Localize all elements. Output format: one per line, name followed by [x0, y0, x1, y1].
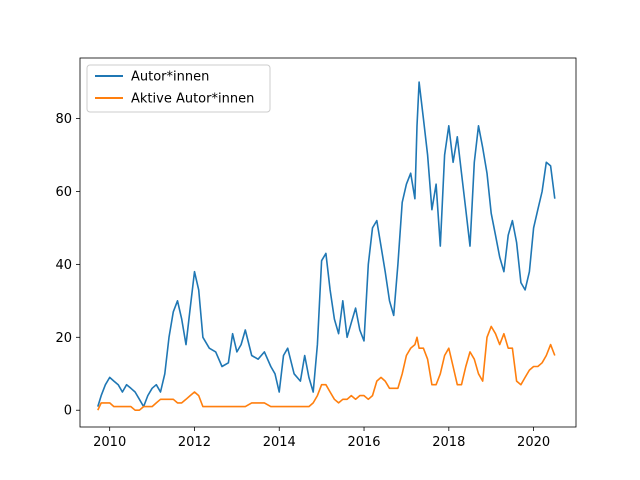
x-axis: 2010 2012 2014 2016 2018 2020 — [93, 427, 550, 450]
series-line-0 — [97, 81, 556, 408]
y-axis: 0 20 40 60 80 — [55, 112, 80, 419]
legend-box — [86, 64, 271, 113]
y-tick-label: 60 — [55, 185, 72, 200]
y-tick-label: 80 — [55, 112, 72, 127]
series-layer — [97, 81, 556, 412]
x-tick-label: 2020 — [517, 435, 550, 450]
y-tick-label: 40 — [55, 258, 72, 273]
y-tick-label: 20 — [55, 331, 72, 346]
series-line-1 — [97, 325, 556, 412]
x-tick-label: 2018 — [432, 435, 465, 450]
y-tick-label: 0 — [64, 404, 72, 419]
x-tick-label: 2012 — [178, 435, 211, 450]
x-tick-label: 2014 — [263, 435, 296, 450]
legend-label-aktive-autorinnen: Aktive Autor*innen — [131, 92, 254, 107]
axes-frame — [79, 57, 577, 428]
legend-label-autorinnen: Autor*innen — [131, 70, 209, 85]
x-tick-label: 2010 — [93, 435, 126, 450]
plot-area — [79, 57, 577, 428]
legend: Autor*innen Aktive Autor*innen — [86, 64, 271, 113]
x-tick-label: 2016 — [347, 435, 380, 450]
